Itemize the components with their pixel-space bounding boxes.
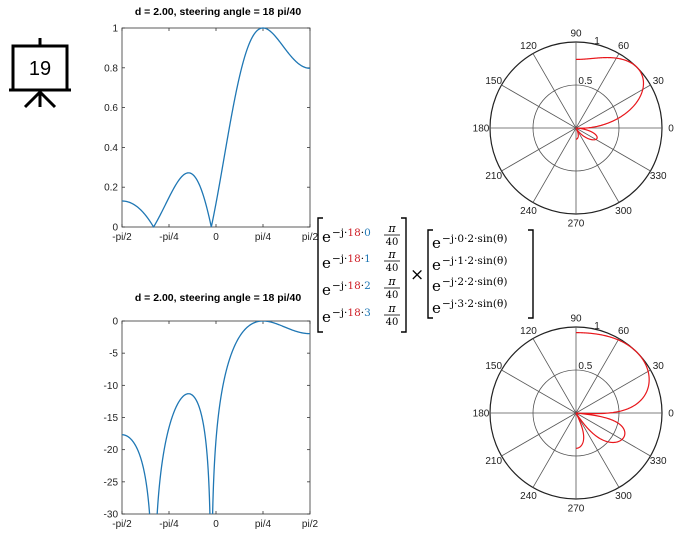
exp-base: e: [432, 256, 441, 274]
polar-angle-label: 330: [650, 171, 667, 182]
polar-angle-label: 300: [615, 206, 632, 217]
polar-plot-top: 0 30 60 90 120 150 180 210 240 270 300 330 0.5 1: [473, 29, 675, 230]
polar-radial-label: 0.5: [578, 76, 592, 87]
polar-angle-label: 330: [650, 456, 667, 467]
exponent-term: −j·18·2: [332, 280, 371, 292]
y-tick-label: -20: [104, 445, 119, 456]
pi-numerator: π: [387, 302, 396, 315]
polar-angle-label: 90: [570, 29, 582, 40]
x-tick-label: pi/2: [302, 232, 319, 243]
polar-angle-label: 270: [568, 219, 585, 230]
polar-angle-label: 60: [618, 41, 630, 52]
linear-pattern-curve: [122, 27, 310, 228]
denominator: 40: [386, 290, 399, 301]
polar-angle-label: 120: [520, 41, 537, 52]
polar-angle-label: 300: [615, 491, 632, 502]
polar-angle-label: 240: [520, 206, 537, 217]
exp-base: e: [432, 277, 441, 295]
db-pattern-chart: d = 2.00, steering angle = 18 pi/40 -pi/…: [104, 292, 319, 530]
polar-pattern-curve: [575, 56, 645, 141]
db-pattern-curve: [122, 321, 310, 514]
polar-angle-label: 0: [668, 409, 674, 420]
polar-radial-label: 0.5: [578, 361, 592, 372]
polar-angle-label: 0: [668, 124, 674, 135]
polar-angle-label: 120: [520, 326, 537, 337]
x-tick-label: -pi/2: [112, 232, 132, 243]
exp-base: e: [322, 228, 331, 246]
slide-number: 19: [29, 58, 51, 80]
polar-angle-label: 180: [473, 409, 490, 420]
polar-plot-bottom: 0 30 60 90 120 150 180 210 240 270 300 330 0.5 1: [473, 314, 675, 515]
y-tick-label: -15: [104, 413, 119, 424]
chart-title-top: d = 2.00, steering angle = 18 pi/40: [135, 6, 301, 18]
y-tick-label: -25: [104, 477, 119, 488]
times-operator: ×: [410, 265, 424, 285]
polar-angle-label: 60: [618, 326, 630, 337]
polar-angle-label: 180: [473, 124, 490, 135]
exp-base: e: [322, 308, 331, 326]
y-tick-label: 0.8: [104, 63, 118, 74]
x-tick-label: -pi/2: [112, 519, 132, 530]
y-tick-label: -5: [109, 349, 118, 360]
y-tick-label: 0: [112, 223, 118, 234]
polar-radial-label: 1: [594, 36, 600, 47]
linear-pattern-chart: d = 2.00, steering angle = 18 pi/40 -pi/…: [104, 6, 318, 243]
exponent-term: −j·18·1: [332, 253, 371, 265]
y-tick-label: 0.6: [104, 103, 118, 114]
exp-base: e: [432, 234, 441, 252]
y-tick-label: 0: [112, 317, 118, 328]
polar-angle-label: 210: [485, 456, 502, 467]
presentation-board-icon: 19: [9, 38, 71, 109]
exponent-term: −j·3·2·sin(θ): [442, 298, 507, 310]
polar-radial-label: 1: [594, 321, 600, 332]
denominator: 40: [386, 237, 399, 248]
polar-angle-label: 90: [570, 314, 582, 325]
y-tick-label: 1: [112, 24, 118, 35]
polar-angle-label: 150: [485, 76, 502, 87]
polar-pattern-curve: [575, 332, 650, 449]
pi-numerator: π: [387, 275, 396, 288]
polar-angle-label: 30: [653, 361, 665, 372]
x-tick-label: -pi/4: [159, 519, 179, 530]
denominator: 40: [386, 263, 399, 274]
polar-angle-label: 210: [485, 171, 502, 182]
y-tick-label: -30: [104, 510, 119, 521]
y-tick-label: 0.2: [104, 183, 118, 194]
pi-numerator: π: [387, 248, 396, 261]
exponent-term: −j·18·0: [332, 227, 371, 239]
x-tick-label: 0: [213, 232, 219, 243]
chart-title-bottom: d = 2.00, steering angle = 18 pi/40: [135, 292, 301, 304]
polar-angle-label: 150: [485, 361, 502, 372]
polar-angle-label: 270: [568, 504, 585, 515]
polar-angle-label: 30: [653, 76, 665, 87]
exp-base: e: [322, 254, 331, 272]
exponent-term: −j·2·2·sin(θ): [442, 276, 507, 288]
pi-numerator: π: [387, 222, 396, 235]
x-tick-label: 0: [213, 519, 219, 530]
exp-base: e: [432, 299, 441, 317]
x-tick-label: pi/2: [302, 519, 319, 530]
polar-angle-label: 240: [520, 491, 537, 502]
y-tick-label: 0.4: [104, 143, 118, 154]
exponent-term: −j·1·2·sin(θ): [442, 255, 507, 267]
x-tick-label: -pi/4: [159, 232, 179, 243]
exp-base: e: [322, 281, 331, 299]
denominator: 40: [386, 317, 399, 328]
exponent-term: −j·0·2·sin(θ): [442, 233, 507, 245]
y-tick-label: -10: [104, 381, 119, 392]
exponent-term: −j·18·3: [332, 307, 371, 319]
x-tick-label: pi/4: [255, 519, 272, 530]
x-tick-label: pi/4: [255, 232, 272, 243]
